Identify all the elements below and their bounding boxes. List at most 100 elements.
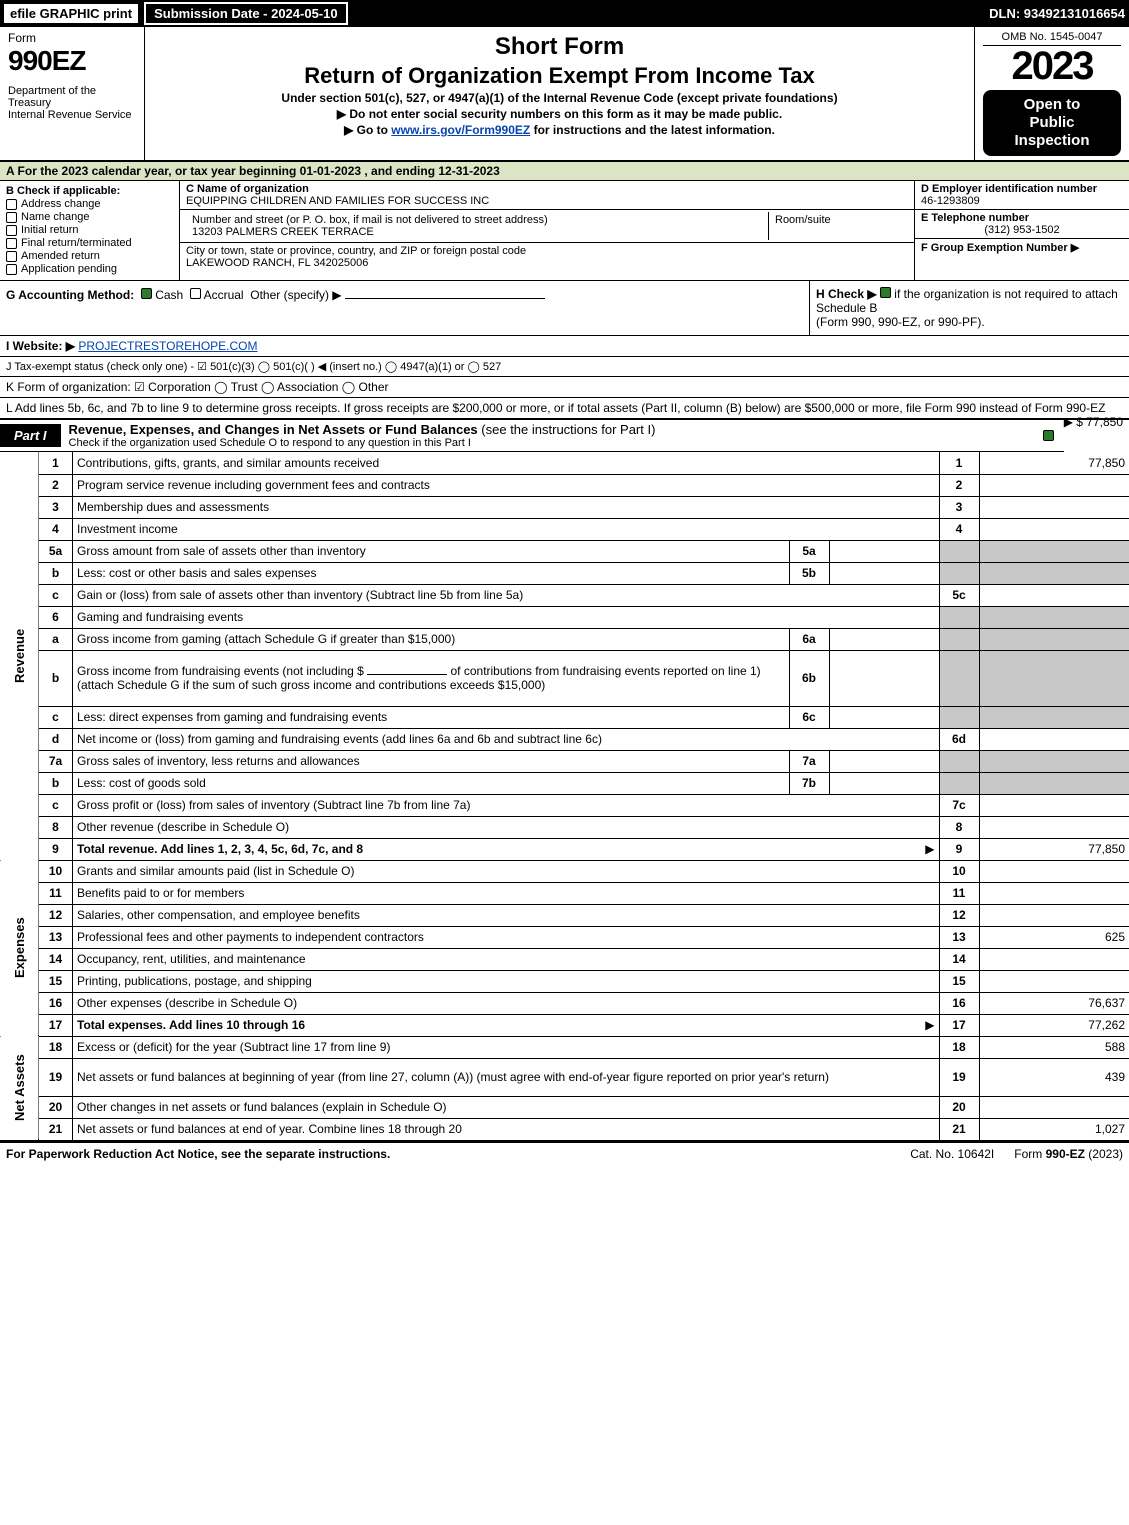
line-6b-subval [829,650,939,706]
line-5a-subval [829,540,939,562]
section-j: J Tax-exempt status (check only one) - ☑… [0,357,1129,377]
checkbox-final-return[interactable] [6,238,17,249]
g-accrual: Accrual [204,288,244,302]
line-5a-val [979,540,1129,562]
website-link[interactable]: PROJECTRESTOREHOPE.COM [78,339,257,353]
open-to-public: Open to Public Inspection [983,90,1121,156]
line-6c-sub: 6c [789,706,829,728]
h-label: H Check ▶ [816,287,877,301]
line-3-num: 3 [39,496,73,518]
line-8-desc: Other revenue (describe in Schedule O) [73,816,940,838]
room-label: Room/suite [775,214,902,226]
checkbox-cash[interactable] [141,288,152,299]
line-17-num: 17 [39,1014,73,1036]
line-13-col: 13 [939,926,979,948]
line-6c-num: c [39,706,73,728]
footer-catno: Cat. No. 10642I [890,1147,1014,1161]
opt-address-change: Address change [21,198,101,210]
line-13-val: 625 [979,926,1129,948]
irs-link[interactable]: www.irs.gov/Form990EZ [391,123,530,137]
line-17-val: 77,262 [979,1014,1129,1036]
submission-date: Submission Date - 2024-05-10 [144,2,348,25]
line-6b-d1: Gross income from fundraising events (no… [77,664,364,678]
line-4-col: 4 [939,518,979,540]
line-7c-col: 7c [939,794,979,816]
line-6-num: 6 [39,606,73,628]
line-17-col: 17 [939,1014,979,1036]
line-6d-desc: Net income or (loss) from gaming and fun… [73,728,940,750]
g-cash: Cash [155,288,183,302]
line-6a-col [939,628,979,650]
checkbox-initial-return[interactable] [6,225,17,236]
footer-right: Form 990-EZ (2023) [1014,1147,1123,1161]
g-other-input[interactable] [345,287,545,299]
title-short-form: Short Form [153,33,966,61]
line-3-col: 3 [939,496,979,518]
checkbox-address-change[interactable] [6,199,17,210]
opt-application-pending: Application pending [21,263,117,275]
line-20-val [979,1096,1129,1118]
line-5b-num: b [39,562,73,584]
line-16-num: 16 [39,992,73,1014]
checkbox-schedule-o[interactable] [1043,430,1054,441]
line-10-num: 10 [39,860,73,882]
line-5a-desc: Gross amount from sale of assets other t… [73,540,790,562]
line-6-val [979,606,1129,628]
checkbox-h[interactable] [880,287,891,298]
line-2-col: 2 [939,474,979,496]
title-return: Return of Organization Exempt From Incom… [153,63,966,89]
irs-label: Internal Revenue Service [8,109,136,121]
line-6d-num: d [39,728,73,750]
phone-value: (312) 953-1502 [921,224,1123,236]
line-4-desc: Investment income [73,518,940,540]
line-18-val: 588 [979,1036,1129,1058]
checkbox-name-change[interactable] [6,212,17,223]
line-1-desc: Contributions, gifts, grants, and simila… [73,452,940,474]
c-name-label: C Name of organization [186,183,908,195]
line-9-col: 9 [939,838,979,860]
line-12-num: 12 [39,904,73,926]
form-number: 990EZ [8,45,136,77]
f-label: F Group Exemption Number ▶ [921,241,1123,254]
line-6c-col [939,706,979,728]
section-b: B Check if applicable: Address change Na… [0,181,180,280]
line-20-col: 20 [939,1096,979,1118]
checkbox-accrual[interactable] [190,288,201,299]
line-7a-num: 7a [39,750,73,772]
line-7a-col [939,750,979,772]
h-text3: (Form 990, 990-EZ, or 990-PF). [816,315,985,329]
l-text: L Add lines 5b, 6c, and 7b to line 9 to … [6,401,1105,415]
line-6-desc: Gaming and fundraising events [73,606,940,628]
line-6c-desc: Less: direct expenses from gaming and fu… [73,706,790,728]
city-label: City or town, state or province, country… [186,245,908,257]
header-center: Short Form Return of Organization Exempt… [145,27,974,160]
sub3-post: for instructions and the latest informat… [530,123,775,137]
section-c: C Name of organization EQUIPPING CHILDRE… [180,181,914,280]
line-21-val: 1,027 [979,1118,1129,1140]
line-18-desc: Excess or (deficit) for the year (Subtra… [73,1036,940,1058]
sections-b-through-f: B Check if applicable: Address change Na… [0,181,1129,281]
line-7c-val [979,794,1129,816]
checkbox-amended-return[interactable] [6,251,17,262]
section-a: A For the 2023 calendar year, or tax yea… [0,162,1129,181]
section-l: L Add lines 5b, 6c, and 7b to line 9 to … [0,398,1129,420]
netassets-label: Net Assets [0,1036,39,1140]
d-label: D Employer identification number [921,183,1123,195]
part1-header: Part I Revenue, Expenses, and Changes in… [0,420,1064,452]
part1-title-paren: (see the instructions for Part I) [481,422,655,437]
line-10-desc: Grants and similar amounts paid (list in… [73,860,940,882]
line-11-num: 11 [39,882,73,904]
line-7c-desc: Gross profit or (loss) from sales of inv… [73,794,940,816]
form-header: Form 990EZ Department of the Treasury In… [0,27,1129,162]
checkbox-application-pending[interactable] [6,264,17,275]
line-5c-val [979,584,1129,606]
subtitle-2: ▶ Do not enter social security numbers o… [153,107,966,121]
subtitle-3: ▶ Go to www.irs.gov/Form990EZ for instru… [153,123,966,137]
line-5a-sub: 5a [789,540,829,562]
line-5b-subval [829,562,939,584]
line-6c-val [979,706,1129,728]
line-5c-col: 5c [939,584,979,606]
line-20-desc: Other changes in net assets or fund bala… [73,1096,940,1118]
part1-tab: Part I [0,424,61,447]
line-7b-val [979,772,1129,794]
